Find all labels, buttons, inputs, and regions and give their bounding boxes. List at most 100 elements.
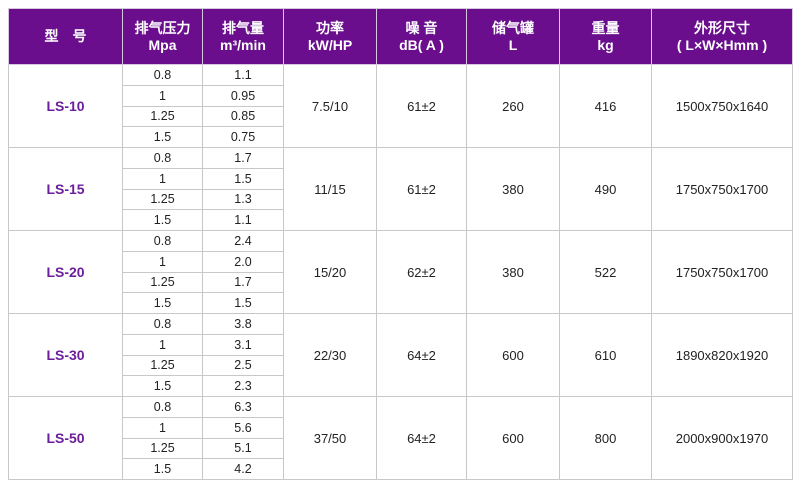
flow-cell: 3.1: [202, 333, 284, 356]
header-noise: 噪 音 dB( A ): [376, 8, 467, 65]
pressure-cell: 0.8: [122, 230, 203, 252]
table-row: 1 2.0: [9, 250, 793, 273]
header-unit: dB( A ): [399, 36, 444, 53]
pressure-cell: 1: [122, 84, 203, 107]
flow-cell: 1.7: [202, 271, 284, 294]
power-cell: 37/50: [283, 396, 377, 480]
table-row: LS-50 0.8 6.3 37/50 64±2 600 800 2000x900x1970: [8, 396, 793, 480]
flow-cell: 3.8: [202, 313, 284, 335]
spec-table: 型 号排气压力 Mpa 排气量 m³/min 功率 kW/HP 噪 音 dB( A ) 储气罐 L…: [8, 8, 793, 480]
model-cell: LS-10: [8, 64, 123, 148]
weight-cell: 490: [559, 147, 652, 231]
flow-cell: 2.4: [202, 230, 284, 252]
header-row: 型 号排气压力 Mpa 排气量 m³/min 功率 kW/HP 噪 音 dB( A ) 储气罐 L…: [8, 8, 793, 65]
tank-cell: 380: [466, 230, 560, 314]
header-flow: 排气量 m³/min: [202, 8, 284, 65]
flow-cell: 1.5: [202, 292, 284, 314]
flow-cell: 2.3: [202, 375, 284, 397]
power-cell: 22/30: [283, 313, 377, 397]
header-label: 噪 音: [405, 19, 438, 36]
flow-cell: 0.85: [202, 105, 284, 128]
table-row: 1 1.5: [9, 167, 793, 190]
table-row: LS-15 0.8 1.7 11/15 61±2 380 490 1750x750x1700: [8, 147, 793, 231]
power-cell: 7.5/10: [283, 64, 377, 148]
noise-cell: 62±2: [376, 230, 467, 314]
pressure-cell: 1.5: [122, 209, 203, 231]
size-cell: 1750x750x1700: [651, 147, 793, 231]
pressure-cell: 1.25: [122, 188, 203, 211]
table-row: 1.25 5.1: [9, 437, 793, 460]
header-unit: kg: [597, 36, 614, 53]
header-pressure: 排气压力 Mpa: [122, 8, 203, 65]
pressure-cell: 0.8: [122, 64, 203, 86]
header-label: 重量: [591, 19, 620, 36]
pressure-cell: 1.25: [122, 271, 203, 294]
noise-cell: 61±2: [376, 64, 467, 148]
header-label: 排气压力: [134, 19, 191, 36]
model-cell: LS-30: [8, 313, 123, 397]
header-tank: 储气罐 L: [466, 8, 560, 65]
model-cell: LS-50: [8, 396, 123, 480]
header-power: 功率 kW/HP: [283, 8, 377, 65]
flow-cell: 5.1: [202, 437, 284, 460]
size-cell: 1500x750x1640: [651, 64, 793, 148]
table-row: 1.25 1.3: [9, 188, 793, 211]
pressure-cell: 1.25: [122, 105, 203, 128]
header-unit: ( L×W×Hmm ): [676, 36, 768, 53]
header-size: 外形尺寸( L×W×Hmm ): [651, 8, 793, 65]
table-row: LS-30 0.8 3.8 22/30 64±2 600 610 1890x820x1920: [8, 313, 793, 397]
header-unit: L: [508, 36, 518, 53]
pressure-cell: 0.8: [122, 147, 203, 169]
pressure-cell: 1: [122, 167, 203, 190]
flow-cell: 1.1: [202, 209, 284, 231]
flow-cell: 1.7: [202, 147, 284, 169]
size-cell: 1890x820x1920: [651, 313, 793, 397]
power-cell: 15/20: [283, 230, 377, 314]
weight-cell: 416: [559, 64, 652, 148]
header-weight: 重量 kg: [559, 8, 652, 65]
pressure-cell: 1.25: [122, 437, 203, 460]
header-label: 功率: [316, 19, 344, 36]
pressure-cell: 1.5: [122, 292, 203, 314]
weight-cell: 522: [559, 230, 652, 314]
pressure-cell: 1.5: [122, 126, 203, 148]
header-label: 外形尺寸: [694, 19, 750, 36]
flow-cell: 1.5: [202, 167, 284, 190]
pressure-cell: 0.8: [122, 396, 203, 418]
table-row: 1.5 4.2: [9, 458, 793, 480]
size-cell: 1750x750x1700: [651, 230, 793, 314]
header-model: 型 号: [8, 8, 123, 65]
header-unit: Mpa: [148, 36, 177, 53]
model-cell: LS-20: [8, 230, 123, 314]
tank-cell: 380: [466, 147, 560, 231]
flow-cell: 2.0: [202, 250, 284, 273]
tank-cell: 260: [466, 64, 560, 148]
pressure-cell: 0.8: [122, 313, 203, 335]
pressure-cell: 1: [122, 416, 203, 439]
flow-cell: 0.75: [202, 126, 284, 148]
table-row: 1 0.95: [9, 84, 793, 107]
flow-cell: 4.2: [202, 458, 284, 480]
flow-cell: 0.95: [202, 84, 284, 107]
noise-cell: 64±2: [376, 396, 467, 480]
weight-cell: 610: [559, 313, 652, 397]
flow-cell: 5.6: [202, 416, 284, 439]
flow-cell: 2.5: [202, 354, 284, 377]
header-unit: m³/min: [220, 36, 266, 53]
table-row: LS-20 0.8 2.4 15/20 62±2 380 522 1750x750x1700: [8, 230, 793, 314]
table-row: LS-10 0.8 1.1 7.5/10 61±2 260 416 1500x750x1640: [8, 64, 793, 148]
flow-cell: 1.1: [202, 64, 284, 86]
flow-cell: 1.3: [202, 188, 284, 211]
noise-cell: 61±2: [376, 147, 467, 231]
table-row: 1.25 1.7: [9, 271, 793, 294]
power-cell: 11/15: [283, 147, 377, 231]
weight-cell: 800: [559, 396, 652, 480]
pressure-cell: 1.5: [122, 458, 203, 480]
flow-cell: 6.3: [202, 396, 284, 418]
header-label: 排气量: [222, 19, 264, 36]
noise-cell: 64±2: [376, 313, 467, 397]
pressure-cell: 1.25: [122, 354, 203, 377]
tank-cell: 600: [466, 313, 560, 397]
pressure-cell: 1: [122, 333, 203, 356]
pressure-cell: 1: [122, 250, 203, 273]
